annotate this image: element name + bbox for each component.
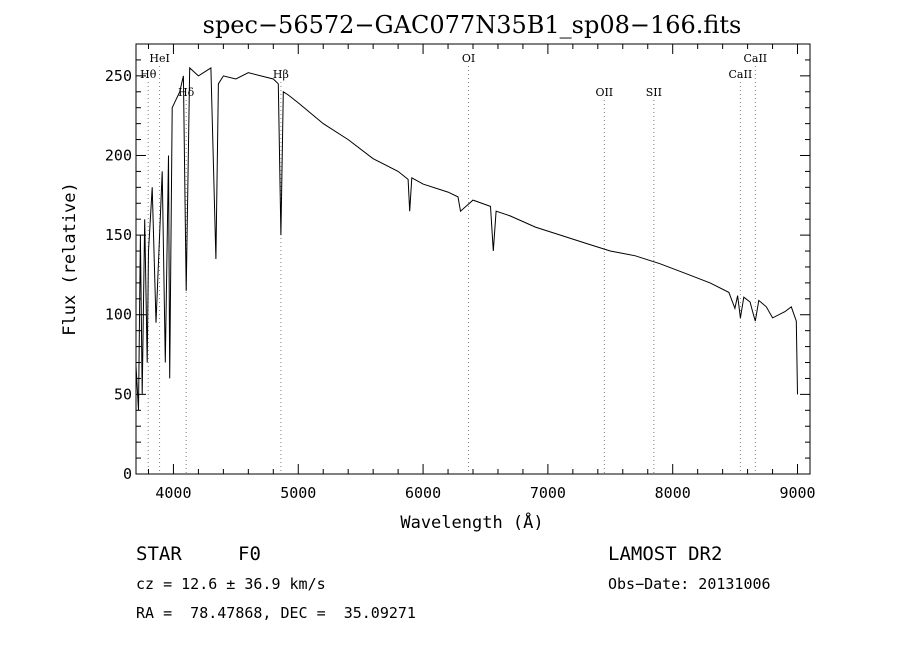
spectrum-line [135, 66, 798, 411]
spectral-marker-label: HeI [149, 52, 169, 65]
spectral-marker-label: CaII [729, 68, 753, 81]
spectral-marker-label: CaII [743, 52, 767, 65]
y-tick-label: 100 [105, 306, 132, 324]
object-class: STAR [136, 543, 182, 565]
redshift-velocity: cz = 12.6 ± 36.9 km/s [136, 575, 326, 593]
observation-date: Obs−Date: 20131006 [608, 575, 771, 593]
y-axis: 0 50 100 150 200 250 [105, 59, 810, 483]
x-tick-label: 6000 [405, 484, 441, 502]
y-tick-label: 250 [105, 67, 132, 85]
y-axis-label: Flux (relative) [60, 182, 80, 336]
x-axis-label: Wavelength (Å) [400, 511, 543, 533]
spectral-marker-label: Hδ [178, 86, 195, 99]
survey-name: LAMOST DR2 [608, 543, 723, 565]
chart-title: spec−56572−GAC077N35B1_sp08−166.fits [203, 11, 742, 39]
x-tick-label: 8000 [655, 484, 691, 502]
y-tick-label: 0 [123, 465, 132, 483]
spectral-line-markers: Hθ HeI Hδ Hβ OI OII SII CaII CaII [140, 52, 767, 474]
y-tick-label: 150 [105, 226, 132, 244]
plot-frame [135, 43, 811, 475]
spectral-marker-label: Hβ [273, 68, 289, 81]
spectral-marker-label: OII [595, 86, 613, 99]
y-tick-label: 200 [105, 146, 132, 164]
x-tick-label: 4000 [155, 484, 191, 502]
spectral-marker-label: SII [646, 86, 662, 99]
x-tick-label: 9000 [779, 484, 815, 502]
spectral-marker-label: Hθ [140, 68, 157, 81]
x-tick-label: 7000 [530, 484, 566, 502]
subclass: F0 [238, 543, 261, 565]
y-tick-label: 50 [114, 385, 132, 403]
x-tick-label: 5000 [280, 484, 316, 502]
coordinates: RA = 78.47868, DEC = 35.09271 [136, 604, 416, 622]
spectral-marker-label: OI [462, 52, 475, 65]
x-axis: 4000 5000 6000 7000 8000 9000 [147, 44, 816, 502]
